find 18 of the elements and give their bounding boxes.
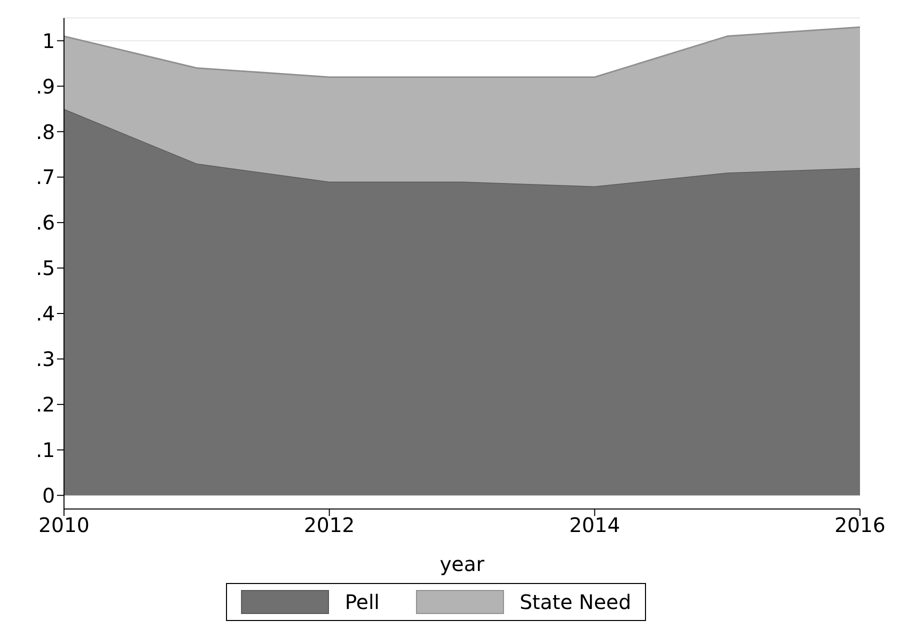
legend-label: State Need (520, 590, 632, 614)
x-axis-title: year (440, 552, 486, 576)
x-tick-label: 2014 (569, 513, 620, 538)
x-tick-label: 2012 (304, 513, 355, 538)
x-tick-label: 2016 (834, 513, 886, 538)
x-tick-label: 2010 (38, 513, 90, 538)
y-tick-label: .2 (36, 392, 55, 417)
y-tick-label: .3 (36, 347, 55, 372)
y-tick-label: 1 (42, 28, 55, 53)
y-tick-label: .9 (36, 74, 55, 98)
y-tick-label: .8 (36, 120, 55, 144)
y-tick-label: .7 (36, 165, 55, 190)
y-tick-label: .4 (36, 302, 55, 326)
y-tick-label: .5 (36, 256, 55, 280)
y-tick-label: .1 (36, 438, 55, 462)
y-tick-label: .6 (36, 210, 55, 235)
legend-label: Pell (344, 590, 380, 614)
y-tick-label: 0 (42, 483, 55, 508)
